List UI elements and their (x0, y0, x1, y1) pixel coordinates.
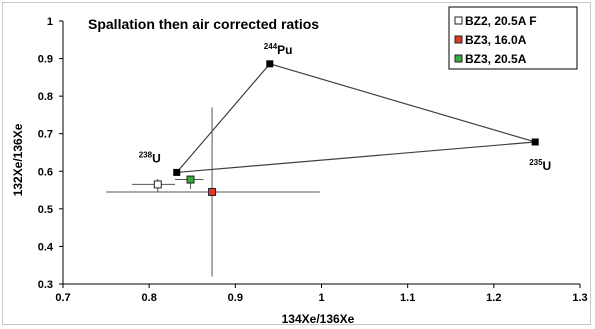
end-member-triangle (173, 60, 539, 176)
x-tick-label: 1.2 (486, 292, 501, 304)
chart-title: Spallation then air corrected ratios (88, 16, 319, 32)
legend-label: BZ3, 16.0A (465, 33, 527, 47)
y-tick-label: 0.4 (38, 241, 54, 253)
data-point (208, 187, 217, 196)
end-member-labels: 238U 244Pu 235U (139, 42, 551, 173)
legend-box (448, 6, 578, 70)
y-axis-ticks: 0.3 0.4 0.5 0.6 0.7 0.8 0.9 1 (38, 16, 63, 291)
y-tick-label: 0.7 (38, 129, 53, 141)
end-member-label: 235U (529, 158, 551, 173)
x-tick-label: 0.7 (55, 292, 70, 304)
x-tick-label: 1.3 (572, 292, 587, 304)
x-tick-label: 1 (318, 292, 324, 304)
legend-swatch (454, 35, 463, 44)
legend-swatch (454, 16, 463, 25)
x-axis-label: 134Xe/136Xe (282, 312, 355, 326)
y-tick-label: 1 (47, 16, 53, 28)
end-member-label: 244Pu (264, 42, 293, 57)
y-tick-label: 0.9 (38, 54, 53, 66)
y-tick-label: 0.6 (38, 166, 53, 178)
end-member-marker (173, 168, 181, 176)
data-point (153, 180, 162, 189)
end-member-label: 238U (139, 150, 161, 165)
x-tick-label: 0.8 (142, 292, 157, 304)
legend-swatch (454, 54, 463, 63)
x-tick-label: 1.1 (400, 292, 415, 304)
y-tick-label: 0.3 (38, 279, 53, 291)
y-tick-label: 0.8 (38, 91, 53, 103)
data-series (106, 107, 320, 277)
legend-label: BZ3, 20.5A (465, 52, 527, 66)
end-member-marker (266, 60, 274, 68)
x-axis-ticks: 0.7 0.8 0.9 1 1.1 1.2 1.3 (55, 284, 588, 304)
legend: BZ2, 20.5A F BZ3, 16.0A BZ3, 20.5A (448, 6, 578, 70)
legend-label: BZ2, 20.5A F (465, 14, 537, 28)
y-axis-label: 132Xe/136Xe (11, 123, 25, 196)
y-tick-label: 0.5 (38, 204, 53, 216)
end-member-marker (531, 138, 539, 146)
x-tick-label: 0.9 (228, 292, 243, 304)
triangle-outline (175, 63, 536, 174)
data-point (186, 175, 195, 184)
